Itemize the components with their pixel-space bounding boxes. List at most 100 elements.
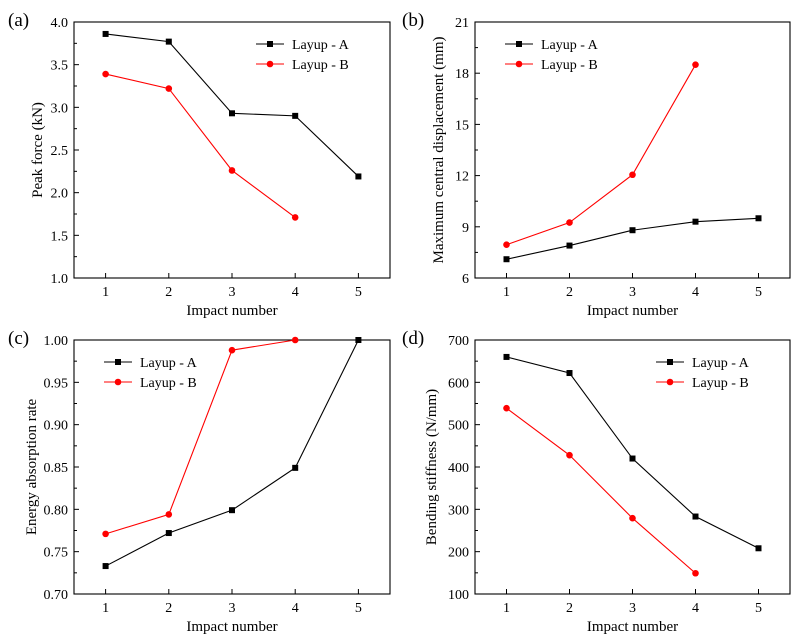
x-axis-title: Impact number [587, 303, 678, 319]
x-tick-label: 1 [503, 285, 510, 300]
data-point [165, 38, 172, 45]
legend-label: Layup - B [292, 58, 349, 73]
legend-entry: Layup - B [505, 58, 598, 73]
y-tick-label: 0.80 [44, 503, 69, 518]
data-point [229, 507, 235, 514]
y-tick-label: 0.85 [44, 461, 69, 476]
y-tick-label: 500 [448, 419, 469, 434]
y-tick-label: 18 [455, 67, 469, 82]
legend-label: Layup - A [140, 356, 198, 371]
series-line-layup-b [506, 407, 696, 574]
panel-1: (a) 1 2 3 4 5 1.0 1.5 2.0 2.5 3.0 3.5 4.0 Impact numb… [8, 10, 391, 319]
y-tick-label: 0.75 [44, 546, 69, 561]
series-line-layup-a [506, 217, 759, 260]
data-point [503, 256, 510, 263]
x-tick-label: 2 [566, 601, 573, 616]
y-tick-label: 600 [448, 376, 469, 391]
legend-entry: Layup - A [104, 356, 198, 371]
panel-label: (b) [402, 10, 424, 31]
data-point [503, 241, 510, 249]
x-tick-label: 2 [566, 285, 573, 300]
data-point [629, 171, 636, 179]
x-axis-title: Impact number [186, 303, 277, 319]
data-point [355, 337, 362, 343]
series-line-layup-a [105, 33, 359, 177]
data-point [692, 513, 699, 520]
legend-label: Layup - A [692, 356, 750, 371]
legend-marker [666, 378, 674, 386]
data-point [292, 464, 299, 471]
series-line-layup-a [105, 339, 359, 567]
y-tick-label: 0.95 [44, 376, 69, 391]
x-tick-label: 5 [755, 601, 762, 616]
data-point [566, 370, 573, 377]
data-point [229, 110, 235, 117]
data-point [228, 346, 236, 354]
panel-3: (c) 1 2 3 4 5 0.70 0.75 0.80 0.85 0.90 0.95 1.00 Impa… [8, 328, 391, 635]
data-point [566, 219, 573, 226]
x-tick-label: 4 [292, 601, 299, 616]
legend-marker [266, 60, 274, 68]
y-tick-label: 2.0 [51, 187, 69, 202]
x-tick-label: 3 [229, 601, 236, 616]
panel-label: (d) [402, 328, 424, 349]
y-tick-label: 1.5 [51, 229, 69, 244]
data-point [291, 214, 299, 221]
y-tick-label: 21 [455, 16, 469, 31]
y-axis-title: Energy absorption rate [24, 398, 40, 535]
legend-label: Layup - B [692, 376, 749, 391]
legend-marker [115, 359, 121, 365]
y-tick-label: 12 [455, 170, 469, 185]
data-point [102, 563, 109, 570]
y-tick-label: 6 [462, 272, 469, 287]
y-tick-label: 2.5 [51, 144, 69, 159]
series-line-layup-b [506, 64, 696, 246]
x-tick-label: 3 [629, 285, 636, 300]
y-axis-title: Maximum central displacement (mm) [431, 36, 447, 263]
x-axis-title: Impact number [587, 619, 678, 635]
y-tick-label: 1.0 [51, 272, 69, 287]
data-point [692, 61, 699, 68]
y-tick-label: 4.0 [51, 16, 69, 31]
legend-entry: Layup - A [656, 356, 750, 371]
y-axis-title: Bending stiffness (N/mm) [424, 389, 440, 545]
y-axis-title: Peak force (kN) [30, 102, 46, 198]
legend-label: Layup - A [541, 38, 599, 53]
y-tick-label: 300 [448, 503, 469, 518]
data-point [503, 353, 510, 360]
data-point [102, 30, 109, 37]
y-tick-label: 1.00 [44, 334, 69, 349]
legend-marker [267, 41, 273, 47]
data-point [503, 404, 510, 412]
data-point [755, 215, 762, 222]
legend-marker [516, 41, 522, 47]
legend-entry: Layup - B [104, 376, 197, 391]
legend-entry: Layup - A [505, 38, 599, 53]
x-tick-label: 3 [229, 285, 236, 300]
x-tick-label: 2 [165, 285, 172, 300]
series-line-layup-b [105, 339, 296, 535]
y-tick-label: 0.90 [44, 419, 69, 434]
data-point [291, 336, 299, 344]
y-tick-label: 400 [448, 461, 469, 476]
data-point [755, 545, 762, 552]
data-point [165, 511, 173, 518]
panel-label: (a) [8, 10, 29, 31]
legend-label: Layup - B [541, 58, 598, 73]
y-tick-label: 0.70 [44, 588, 69, 603]
data-point [566, 242, 573, 249]
y-tick-label: 200 [448, 546, 469, 561]
panel-4: (d) 1 2 3 4 5 100 200 300 400 500 600 700 Impact numb… [402, 328, 791, 635]
data-point [102, 530, 109, 538]
data-point [228, 167, 236, 174]
data-point [102, 70, 109, 78]
x-tick-label: 1 [102, 601, 109, 616]
data-point [692, 569, 699, 577]
panel-label: (c) [8, 328, 29, 349]
data-point [629, 227, 636, 234]
y-tick-label: 3.5 [51, 59, 69, 74]
legend-entry: Layup - B [256, 58, 349, 73]
x-tick-label: 5 [355, 601, 362, 616]
data-point [629, 514, 636, 522]
